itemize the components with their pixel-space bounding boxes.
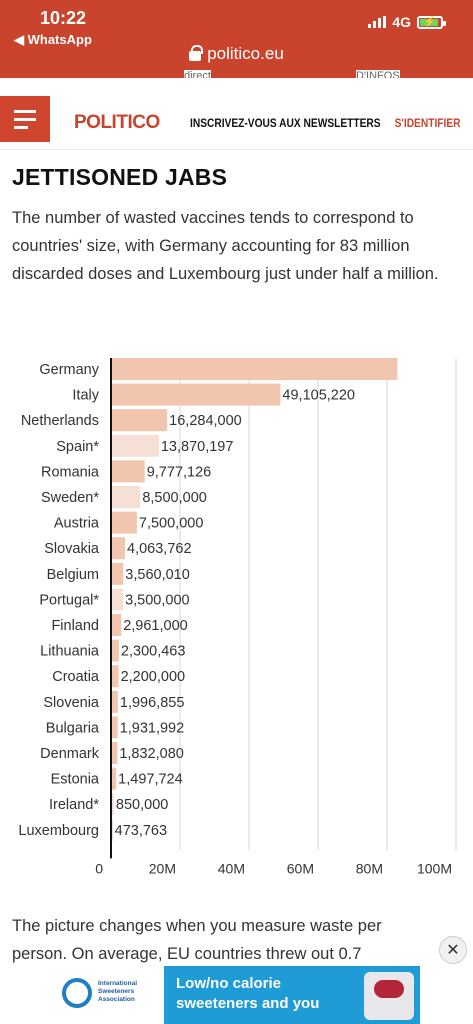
data-label: 3,560,010 (125, 567, 190, 583)
politico-logo[interactable]: POLITICO (74, 112, 160, 133)
signal-icon (368, 16, 387, 28)
data-label: 16,284,000 (169, 413, 242, 429)
url-text: politico.eu (207, 44, 284, 63)
bar (111, 614, 122, 636)
category-label: Estonia (51, 772, 100, 788)
category-label: Romania (41, 464, 100, 480)
data-label: 2,200,000 (121, 669, 186, 685)
ad-logo: International Sweeteners Association (54, 966, 164, 1024)
bar (111, 409, 168, 432)
bar (111, 537, 126, 560)
bar (111, 639, 119, 662)
data-label: 9,777,126 (147, 464, 212, 480)
data-label: 4,063,762 (127, 541, 192, 557)
ad-text: Low/no calorie sweeteners and you (176, 975, 320, 1012)
category-label: Netherlands (21, 413, 99, 429)
bar (111, 716, 118, 739)
category-label: Denmark (40, 746, 100, 762)
bar (111, 383, 281, 406)
status-indicators: 4G ⚡ (368, 14, 446, 30)
hamburger-icon (14, 109, 36, 113)
x-tick-label: 80M (356, 860, 383, 876)
x-tick-label: 0 (95, 860, 103, 876)
category-label: Lithuania (40, 644, 100, 660)
category-label: Germany (39, 362, 99, 378)
data-label: 1,931,992 (120, 720, 185, 736)
data-label: 8,500,000 (142, 490, 207, 506)
menu-button[interactable] (0, 96, 50, 142)
lock-icon (189, 45, 204, 61)
data-label: 3,500,000 (125, 592, 190, 608)
x-tick-label: 60M (287, 860, 314, 876)
newsletter-signup-link[interactable]: INSCRIVEZ-VOUS AUX NEWSLETTERS (190, 116, 381, 130)
data-label: 1,996,855 (120, 695, 185, 711)
browser-chrome: 10:22 ◀ WhatsApp 4G ⚡ politico.eu (0, 0, 473, 78)
data-label: 2,300,463 (121, 644, 186, 660)
bar (111, 511, 137, 534)
close-icon: ✕ (446, 942, 460, 959)
bar (111, 588, 124, 611)
battery-icon: ⚡ (417, 15, 446, 29)
data-label: 850,000 (116, 797, 168, 813)
data-label: 473,763 (115, 823, 167, 839)
category-label: Bulgaria (46, 720, 100, 736)
ad-org-name: International Sweeteners Association (98, 980, 138, 1003)
back-to-whatsapp-link[interactable]: ◀ WhatsApp (14, 32, 92, 47)
data-label: 13,870,197 (161, 439, 234, 455)
data-label: 2,961,000 (123, 618, 188, 634)
url-bar[interactable]: politico.eu (0, 44, 473, 64)
close-ad-button[interactable]: ✕ (439, 936, 467, 964)
bar (111, 665, 119, 688)
category-label: Slovenia (43, 695, 100, 711)
x-tick-label: 20M (149, 860, 176, 876)
data-label: 1,497,724 (118, 772, 183, 788)
bar (111, 690, 118, 713)
ad-banner[interactable]: International Sweeteners Association Low… (54, 966, 420, 1024)
data-label: 7,500,000 (139, 516, 204, 532)
bar (111, 358, 398, 380)
network-type: 4G (392, 14, 411, 30)
category-label: Portugal* (39, 592, 99, 608)
article-intro: The number of wasted vaccines tends to c… (12, 209, 439, 283)
category-label: Finland (51, 618, 99, 634)
article-paragraph: The picture changes when you measure was… (12, 917, 382, 963)
data-label: 1,832,080 (119, 746, 184, 762)
category-label: Belgium (47, 567, 99, 583)
category-label: Ireland* (49, 797, 99, 813)
wasted-vaccines-bar-chart: Germany Italy 49,105,220 Netherlands 16,284,… (18, 358, 457, 876)
bar (111, 793, 114, 816)
status-time: 10:22 (40, 8, 87, 28)
bar (111, 767, 117, 790)
x-tick-label: 100M (417, 860, 452, 876)
category-label: Austria (54, 516, 100, 532)
signin-link[interactable]: S'IDENTIFIER (395, 116, 461, 130)
ad-product-image (364, 972, 414, 1020)
bar (111, 460, 145, 483)
category-label: Spain* (56, 439, 99, 455)
bar (111, 434, 159, 457)
bar (111, 486, 141, 508)
bar (111, 742, 118, 764)
site-header: POLITICO INSCRIVEZ-VOUS AUX NEWSLETTERS … (0, 78, 473, 150)
article-headline: JETTISONED JABS (12, 164, 228, 190)
category-label: Sweden* (41, 490, 99, 506)
category-label: Slovakia (44, 541, 100, 557)
x-tick-label: 40M (218, 860, 245, 876)
bar (111, 562, 124, 585)
category-label: Luxembourg (18, 823, 99, 839)
category-label: Italy (72, 388, 99, 404)
data-label: 49,105,220 (282, 388, 355, 404)
category-label: Croatia (52, 669, 100, 685)
ad-logo-circle-icon (62, 978, 92, 1008)
